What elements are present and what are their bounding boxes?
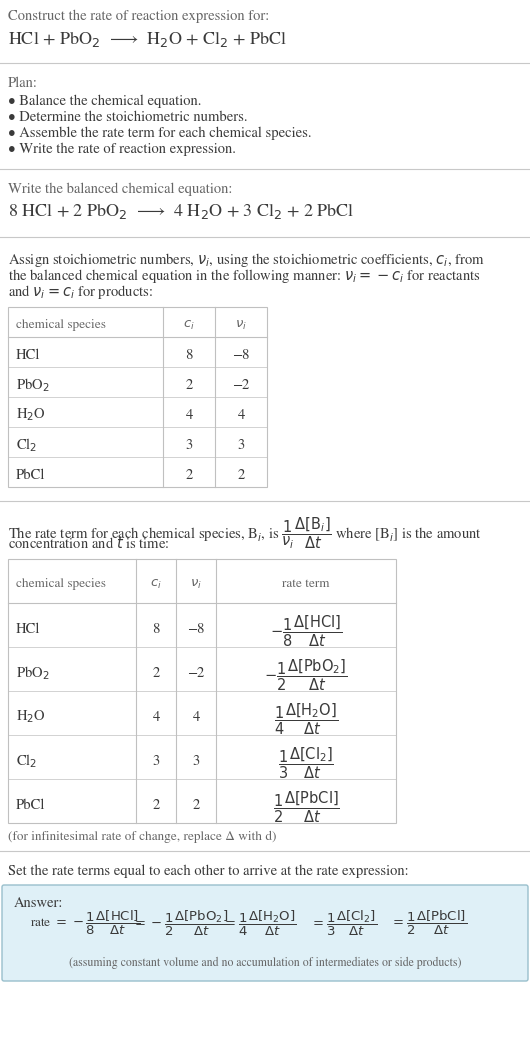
Text: PbCl: PbCl [16,468,46,481]
Text: $\dfrac{1}{4}\dfrac{\Delta[\mathrm{H_2O}]}{\Delta t}$: $\dfrac{1}{4}\dfrac{\Delta[\mathrm{H_2O}… [274,701,338,737]
Text: 4: 4 [186,408,192,422]
Text: chemical species: chemical species [16,578,106,590]
Text: 3: 3 [153,754,160,768]
Text: PbO$_2$: PbO$_2$ [16,664,50,681]
Text: HCl: HCl [16,622,40,636]
Bar [8,559,396,823]
Text: −8: −8 [187,622,205,636]
Text: 8: 8 [152,622,160,636]
Text: Assign stoichiometric numbers, $\nu_i$, using the stoichiometric coefficients, $: Assign stoichiometric numbers, $\nu_i$, … [8,251,485,269]
FancyBboxPatch shape [2,885,528,981]
Text: −8: −8 [232,348,250,362]
Text: • Write the rate of reaction expression.: • Write the rate of reaction expression. [8,143,236,156]
Text: (assuming constant volume and no accumulation of intermediates or side products): (assuming constant volume and no accumul… [69,957,461,969]
Text: $\nu_i$: $\nu_i$ [235,319,247,331]
Text: HCl: HCl [16,348,40,362]
Text: Answer:: Answer: [14,897,64,911]
Text: 4: 4 [153,711,160,724]
Text: $= \dfrac{1}{2}\dfrac{\Delta[\mathrm{PbCl}]}{\Delta t}$: $= \dfrac{1}{2}\dfrac{\Delta[\mathrm{PbC… [390,909,467,937]
Text: Cl$_2$: Cl$_2$ [16,437,38,454]
Text: H$_2$O: H$_2$O [16,406,46,423]
Text: PbO$_2$: PbO$_2$ [16,376,50,394]
Text: Construct the rate of reaction expression for:: Construct the rate of reaction expressio… [8,10,269,23]
Text: $-\dfrac{1}{8}\dfrac{\Delta[\mathrm{HCl}]}{\Delta t}$: $-\dfrac{1}{8}\dfrac{\Delta[\mathrm{HCl}… [270,614,342,649]
Text: the balanced chemical equation in the following manner: $\nu_i = -c_i$ for react: the balanced chemical equation in the fo… [8,267,481,286]
Text: 2: 2 [192,798,200,812]
Text: $c_i$: $c_i$ [150,577,162,591]
Text: $\dfrac{1}{2}\dfrac{\Delta[\mathrm{PbCl}]}{\Delta t}$: $\dfrac{1}{2}\dfrac{\Delta[\mathrm{PbCl}… [272,789,339,825]
Text: 4: 4 [237,408,245,422]
Text: chemical species: chemical species [16,319,106,331]
Text: The rate term for each chemical species, B$_i$, is $\dfrac{1}{\nu_i}\dfrac{\Delt: The rate term for each chemical species,… [8,515,482,550]
Text: and $\nu_i = c_i$ for products:: and $\nu_i = c_i$ for products: [8,283,153,301]
Text: Plan:: Plan: [8,77,38,91]
Text: rate $= -\dfrac{1}{8}\dfrac{\Delta[\mathrm{HCl}]}{\Delta t}$: rate $= -\dfrac{1}{8}\dfrac{\Delta[\math… [30,909,140,937]
Text: −2: −2 [187,666,205,679]
Text: (for infinitesimal rate of change, replace Δ with d): (for infinitesimal rate of change, repla… [8,832,277,843]
Text: Set the rate terms equal to each other to arrive at the rate expression:: Set the rate terms equal to each other t… [8,865,409,878]
Text: • Balance the chemical equation.: • Balance the chemical equation. [8,95,201,108]
Text: $-\dfrac{1}{2}\dfrac{\Delta[\mathrm{PbO_2}]}{\Delta t}$: $-\dfrac{1}{2}\dfrac{\Delta[\mathrm{PbO_… [264,658,348,693]
Text: 8 HCl + 2 PbO$_2$  ⟶  4 H$_2$O + 3 Cl$_2$ + 2 PbCl: 8 HCl + 2 PbO$_2$ ⟶ 4 H$_2$O + 3 Cl$_2$ … [8,201,355,221]
Text: $= -\dfrac{1}{2}\dfrac{\Delta[\mathrm{PbO_2}]}{\Delta t}$: $= -\dfrac{1}{2}\dfrac{\Delta[\mathrm{Pb… [132,909,229,938]
Text: Cl$_2$: Cl$_2$ [16,752,38,770]
Text: • Assemble the rate term for each chemical species.: • Assemble the rate term for each chemic… [8,127,312,141]
Text: 2: 2 [152,666,160,679]
Text: HCl + PbO$_2$  ⟶  H$_2$O + Cl$_2$ + PbCl: HCl + PbO$_2$ ⟶ H$_2$O + Cl$_2$ + PbCl [8,29,287,49]
Text: $= \dfrac{1}{3}\dfrac{\Delta[\mathrm{Cl_2}]}{\Delta t}$: $= \dfrac{1}{3}\dfrac{\Delta[\mathrm{Cl_… [310,909,377,938]
Text: 2: 2 [152,798,160,812]
Text: 2: 2 [237,468,245,481]
Text: 2: 2 [186,468,193,481]
Text: $\nu_i$: $\nu_i$ [190,577,202,591]
Text: 4: 4 [192,711,200,724]
Text: −2: −2 [232,378,250,392]
Text: • Determine the stoichiometric numbers.: • Determine the stoichiometric numbers. [8,111,248,124]
Text: $c_i$: $c_i$ [183,319,195,331]
Text: concentration and $t$ is time:: concentration and $t$ is time: [8,535,170,551]
Text: 3: 3 [186,439,192,451]
Text: H$_2$O: H$_2$O [16,709,46,725]
Text: 3: 3 [237,439,245,451]
Bar [8,307,267,487]
Text: PbCl: PbCl [16,798,46,812]
Text: 8: 8 [186,348,193,362]
Text: $= \dfrac{1}{4}\dfrac{\Delta[\mathrm{H_2O}]}{\Delta t}$: $= \dfrac{1}{4}\dfrac{\Delta[\mathrm{H_2… [222,909,296,938]
Text: $\dfrac{1}{3}\dfrac{\Delta[\mathrm{Cl_2}]}{\Delta t}$: $\dfrac{1}{3}\dfrac{\Delta[\mathrm{Cl_2}… [278,745,334,780]
Text: rate term: rate term [282,578,330,590]
Text: 3: 3 [192,754,200,768]
Text: Write the balanced chemical equation:: Write the balanced chemical equation: [8,183,232,196]
Text: 2: 2 [186,378,193,392]
